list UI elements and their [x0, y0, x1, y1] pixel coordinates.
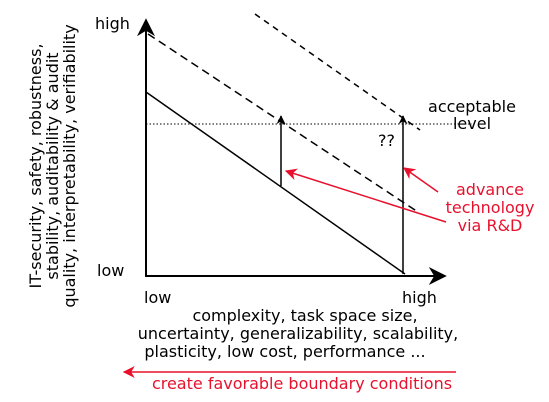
- red-arrow: [403, 167, 439, 193]
- x-label-line: complexity, task space size,: [192, 306, 417, 325]
- y-label-line: IT-security, safety, robustness,: [26, 43, 45, 288]
- y-high: high: [95, 14, 130, 33]
- advance-label: advance: [456, 180, 524, 199]
- advance-label: technology: [446, 198, 535, 217]
- current-frontier: [145, 91, 406, 275]
- threshold-label: level: [453, 114, 491, 133]
- red-arrow: [284, 168, 447, 223]
- x-label-line: uncertainty, generalizability, scalabili…: [138, 324, 458, 343]
- y-label-line: quality, interpretability, verifiability: [60, 24, 79, 307]
- improved-frontier: [147, 33, 419, 213]
- advance-label: via R&D: [458, 216, 523, 235]
- x-label-line: plasticity, low cost, performance ...: [144, 342, 425, 361]
- x-low: low: [144, 288, 171, 307]
- y-low: low: [97, 261, 124, 280]
- threshold-label: acceptable: [428, 97, 516, 116]
- y-label-line: stability, auditability & audit: [43, 52, 62, 279]
- y-label: IT-security, safety, robustness, stabili…: [26, 24, 79, 307]
- future-frontier: [254, 13, 421, 131]
- x-high: high: [402, 288, 437, 307]
- unknown: ??: [378, 131, 395, 150]
- boundary-label: create favorable boundary conditions: [152, 374, 452, 393]
- axes: [137, 18, 447, 285]
